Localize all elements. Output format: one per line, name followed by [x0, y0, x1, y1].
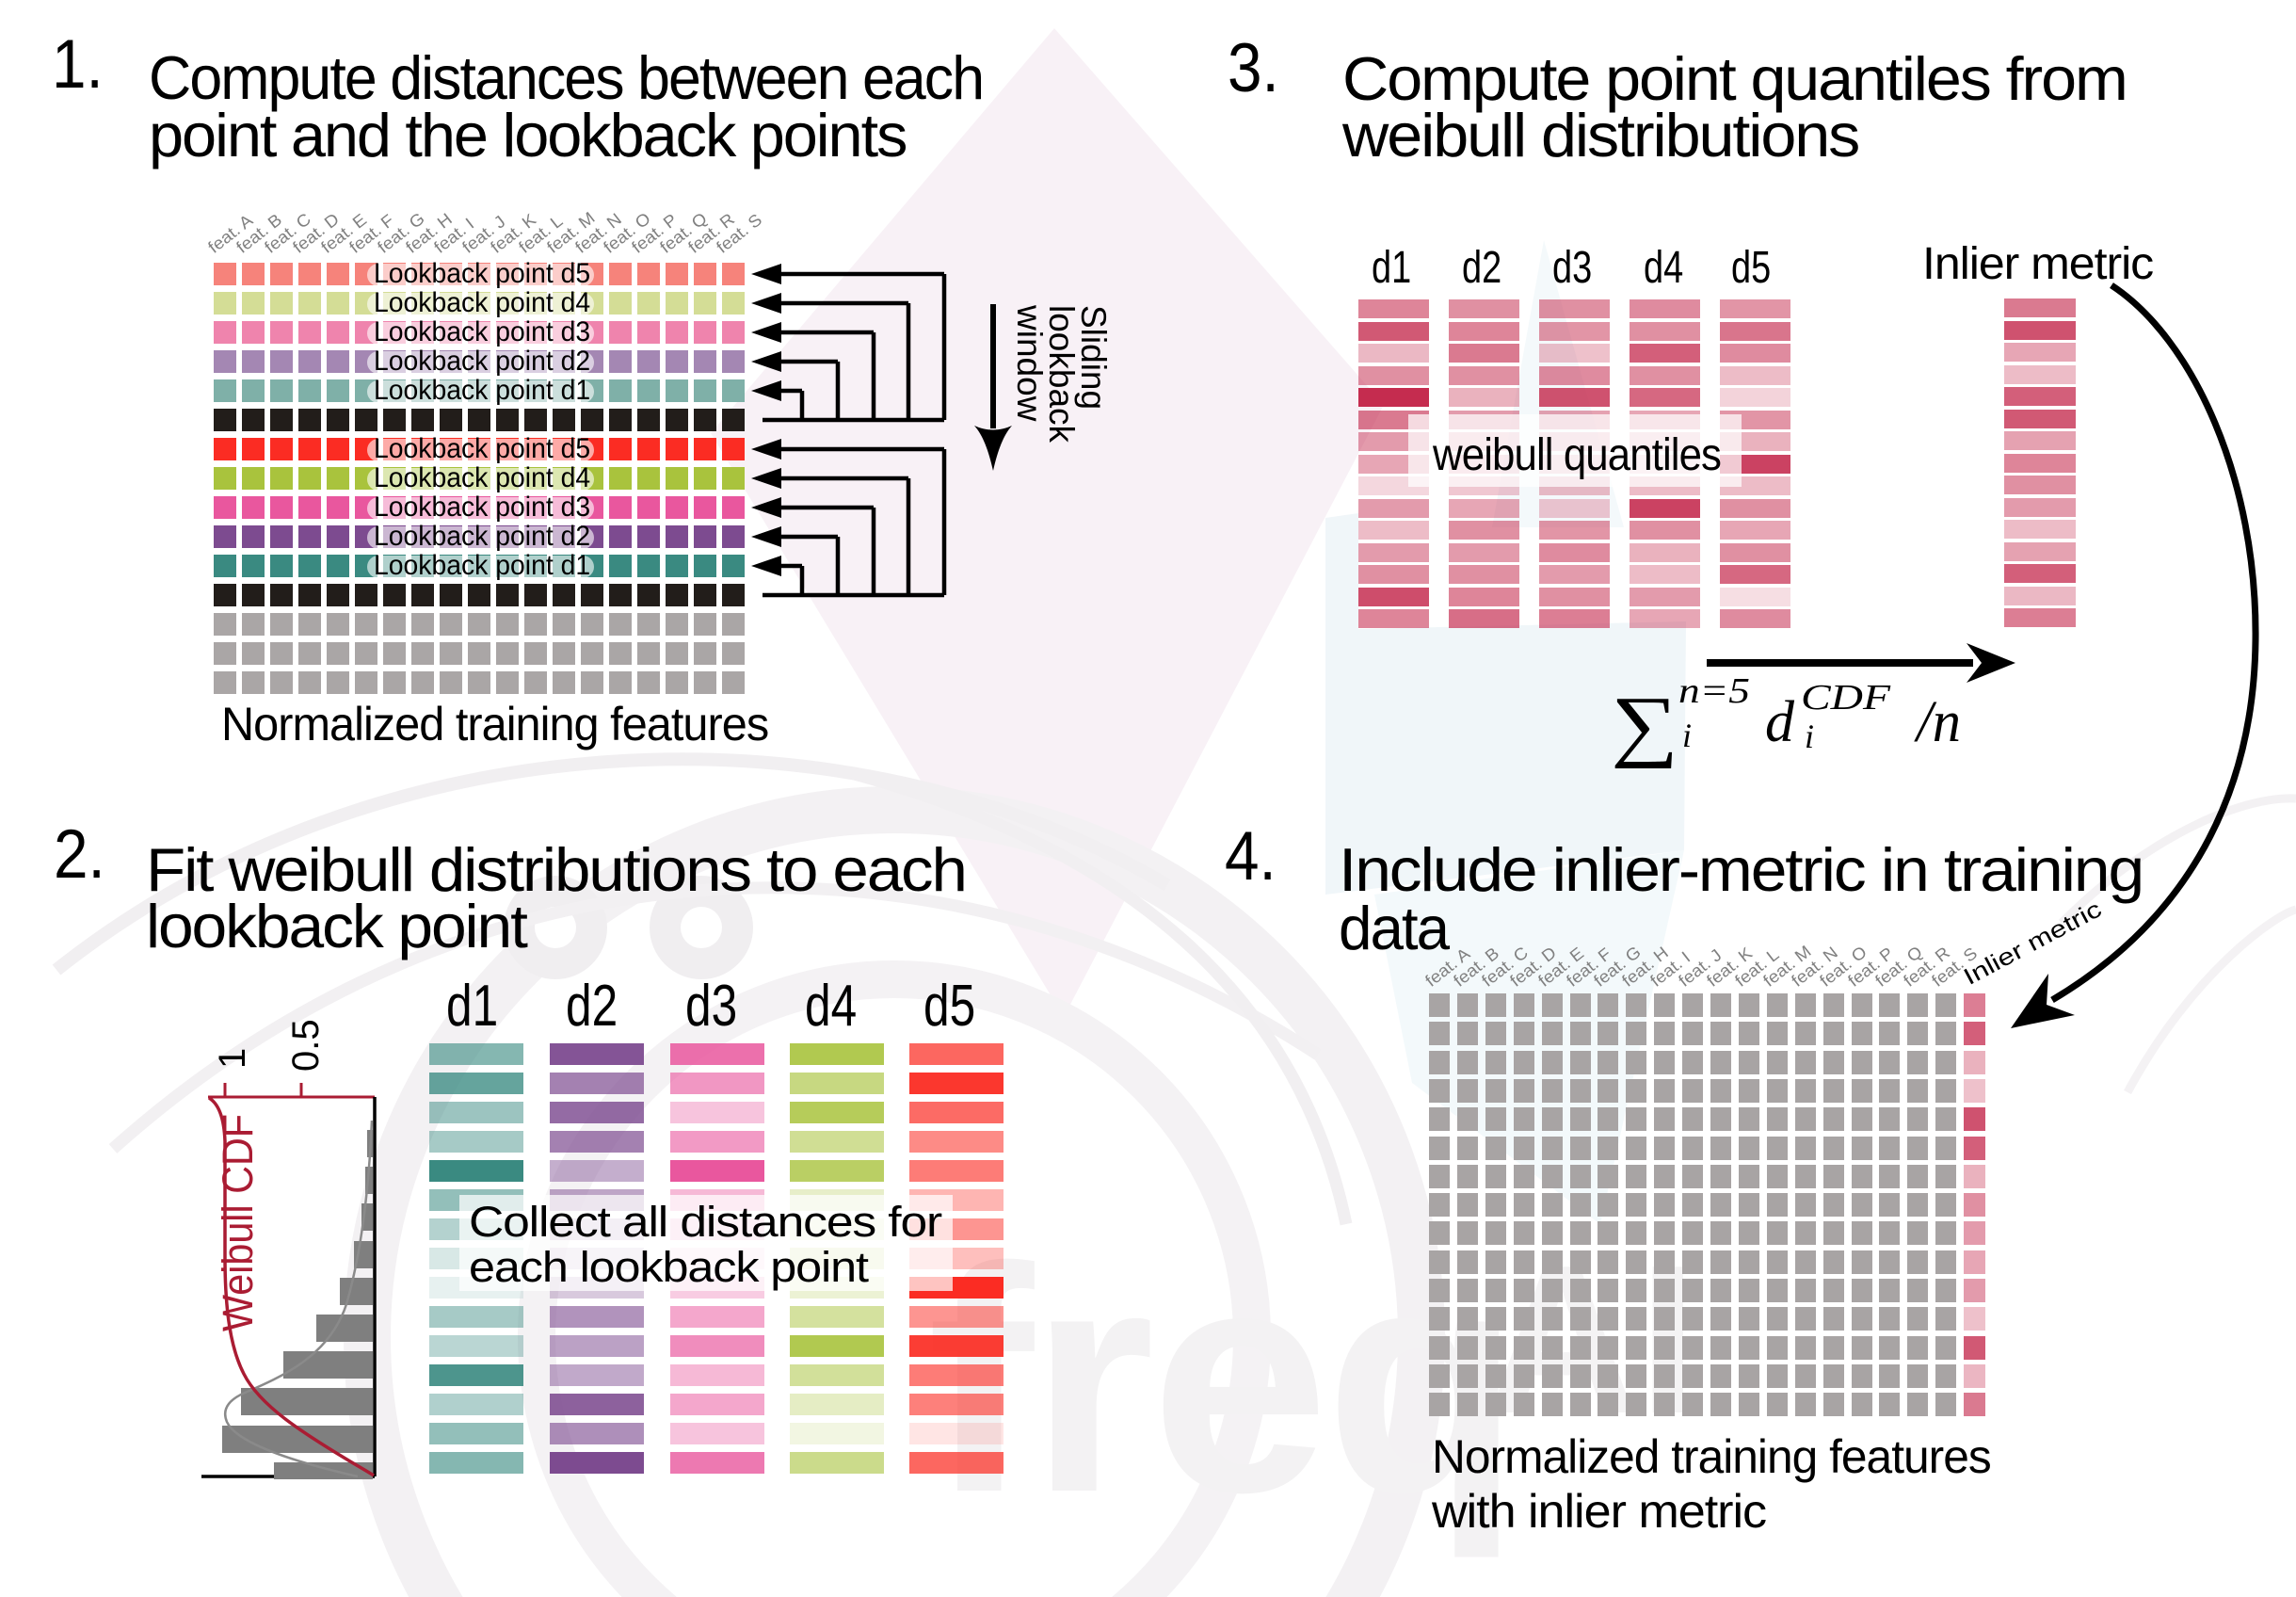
- svg-text:n=5: n=5: [1678, 671, 1750, 711]
- svg-text:i: i: [1682, 717, 1692, 754]
- svg-text:CDF: CDF: [1801, 678, 1891, 718]
- svg-text:∑: ∑: [1611, 681, 1678, 769]
- svg-text:0.5: 0.5: [285, 1019, 327, 1072]
- svg-text:Weibull CDF: Weibull CDF: [214, 1114, 262, 1331]
- svg-text:freq: freq: [927, 1202, 1517, 1560]
- svg-text:i: i: [1805, 718, 1814, 755]
- svg-text:/n: /n: [1914, 690, 1961, 754]
- svg-text:d: d: [1765, 690, 1795, 754]
- svg-text:1: 1: [212, 1048, 253, 1069]
